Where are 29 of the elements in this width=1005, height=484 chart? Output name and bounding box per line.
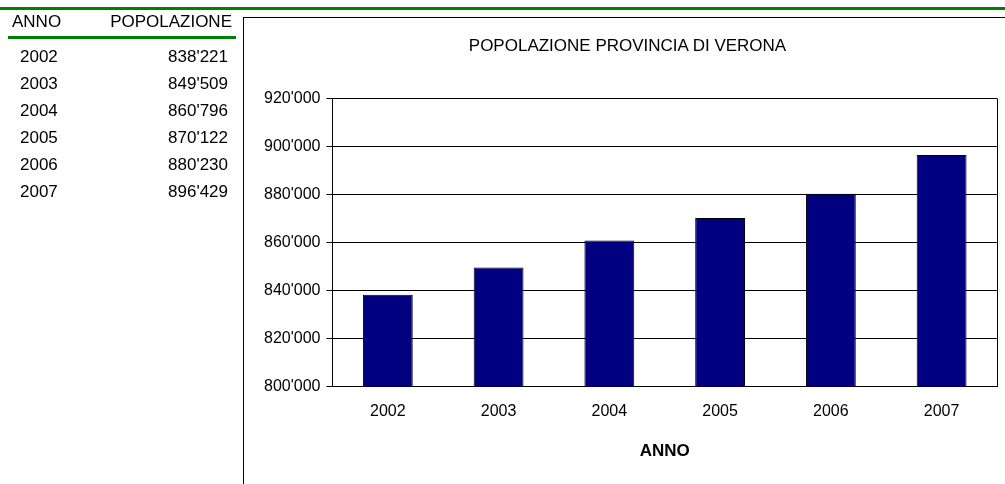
text: ANNO — [12, 12, 62, 31]
text: 838'221 — [168, 46, 228, 68]
category-label: 2002 — [20, 47, 58, 66]
text: POPOLAZIONE — [110, 12, 232, 32]
category-label: 2005 — [20, 128, 58, 147]
y-tick-label: 800'000 — [263, 376, 321, 394]
category-label: 2004 — [20, 101, 58, 120]
category-label: 2003 — [20, 74, 58, 93]
x-axis-title: ANNO — [639, 441, 690, 461]
y-tick-label: 820'000 — [263, 328, 321, 346]
text: 849'509 — [168, 73, 228, 95]
x-tick-label: 2004 — [591, 402, 628, 420]
x-tick-label: 2003 — [480, 402, 517, 420]
text: 860'796 — [168, 100, 228, 122]
x-tick-label: 2002 — [370, 402, 406, 420]
chart-title: POPOLAZIONE PROVINCIA DI VERONA — [468, 35, 787, 55]
text: 896'429 — [168, 181, 228, 203]
x-tick-label: 2007 — [923, 402, 960, 420]
y-tick-label: 920'000 — [263, 88, 321, 106]
x-tick-label: 2005 — [702, 402, 738, 420]
category-label: 2006 — [20, 155, 58, 174]
y-tick-label: 900'000 — [263, 136, 321, 154]
y-tick-label: 880'000 — [263, 184, 321, 202]
y-tick-label: 860'000 — [263, 232, 321, 250]
y-tick-label: 840'000 — [263, 280, 321, 298]
text: 880'230 — [168, 154, 228, 176]
x-tick-label: 2006 — [813, 402, 849, 420]
category-label: 2007 — [20, 182, 58, 201]
text: 870'122 — [168, 127, 228, 149]
